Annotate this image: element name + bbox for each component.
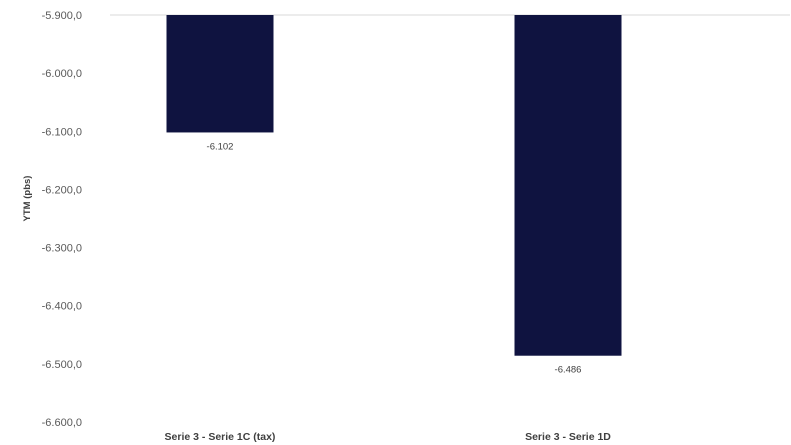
y-tick-label: -5.900,0 [42,10,82,22]
y-tick-label: -6.200,0 [42,184,82,196]
category-labels: Serie 3 - Serie 1C (tax) Serie 3 - Serie … [165,431,612,443]
y-axis-title: YTM (pbs) [22,176,33,222]
y-tick-label: -6.000,0 [42,68,82,80]
y-axis-ticks: -5.900,0 -6.000,0 -6.100,0 -6.200,0 -6.300,0… [42,10,82,429]
bar [514,15,622,356]
y-tick-label: -6.400,0 [42,301,82,313]
category-label: Serie 3 - Serie 1C (tax) [165,431,276,443]
data-label: -6.102 [207,141,234,152]
y-tick-label: -6.500,0 [42,359,82,371]
y-tick-label: -6.300,0 [42,243,82,255]
bar [166,15,274,133]
data-labels: -6.102 -6.486 [207,141,582,375]
bars [166,15,622,356]
data-label: -6.486 [555,365,582,376]
category-label: Serie 3 - Serie 1D [525,431,611,443]
y-tick-label: -6.100,0 [42,126,82,138]
y-tick-label: -6.600,0 [42,417,82,429]
